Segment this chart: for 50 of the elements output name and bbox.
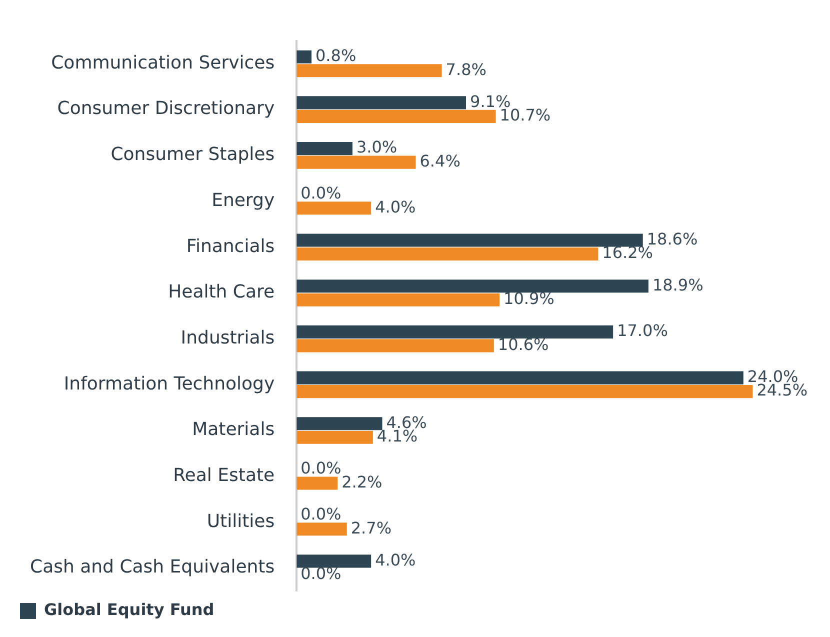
data-label: 4.0% <box>375 550 416 570</box>
data-label: 2.2% <box>342 472 382 492</box>
bar <box>296 293 500 306</box>
data-label: 0.0% <box>300 504 342 524</box>
bar <box>296 156 416 169</box>
data-label: 6.4% <box>420 151 460 170</box>
bar <box>296 142 352 156</box>
data-label: 17.0% <box>617 321 668 340</box>
data-label: 0.8% <box>316 46 356 66</box>
y-tick-label: Utilities <box>206 510 275 532</box>
bar <box>296 325 614 338</box>
y-tick-label: Real Estate <box>173 465 275 486</box>
bar <box>296 247 598 261</box>
y-tick-label: Industrials <box>180 327 275 348</box>
bar <box>296 64 442 78</box>
data-label: 10.9% <box>504 289 554 308</box>
y-tick-label: Communication Services <box>51 52 275 74</box>
bar <box>296 522 347 536</box>
data-label: 10.6% <box>498 334 549 354</box>
y-tick-label: Information Technology <box>64 373 275 394</box>
bar <box>296 50 312 64</box>
bar <box>296 110 496 123</box>
bar <box>296 96 466 110</box>
legend-label: Global Equity Fund <box>44 600 214 620</box>
y-tick-label: Financials <box>186 236 275 257</box>
data-label: 16.2% <box>602 243 654 262</box>
bar <box>296 554 372 568</box>
y-tick-label: Materials <box>192 419 275 440</box>
data-label: 0.0% <box>300 458 342 478</box>
bar <box>296 476 338 490</box>
data-label: 0.0% <box>300 564 342 584</box>
y-tick-label: Consumer Staples <box>110 144 275 166</box>
bar <box>296 339 494 352</box>
y-tick-label: Energy <box>212 190 275 211</box>
data-label: 2.7% <box>350 518 392 538</box>
data-label: 18.9% <box>652 275 704 294</box>
data-label: 7.8% <box>446 60 486 79</box>
bar <box>296 385 753 398</box>
bar <box>296 417 382 430</box>
data-label: 0.0% <box>300 184 342 203</box>
y-tick-label: Cash and Cash Equivalents <box>30 556 275 578</box>
bar <box>296 371 744 384</box>
bar <box>296 234 643 247</box>
y-tick-label: Health Care <box>168 282 275 303</box>
bar <box>296 202 372 215</box>
bar <box>296 280 648 293</box>
y-tick-label: Consumer Discretionary <box>57 98 275 120</box>
data-label: 3.0% <box>356 138 398 157</box>
bar <box>296 430 373 444</box>
data-label: 4.0% <box>375 197 416 216</box>
